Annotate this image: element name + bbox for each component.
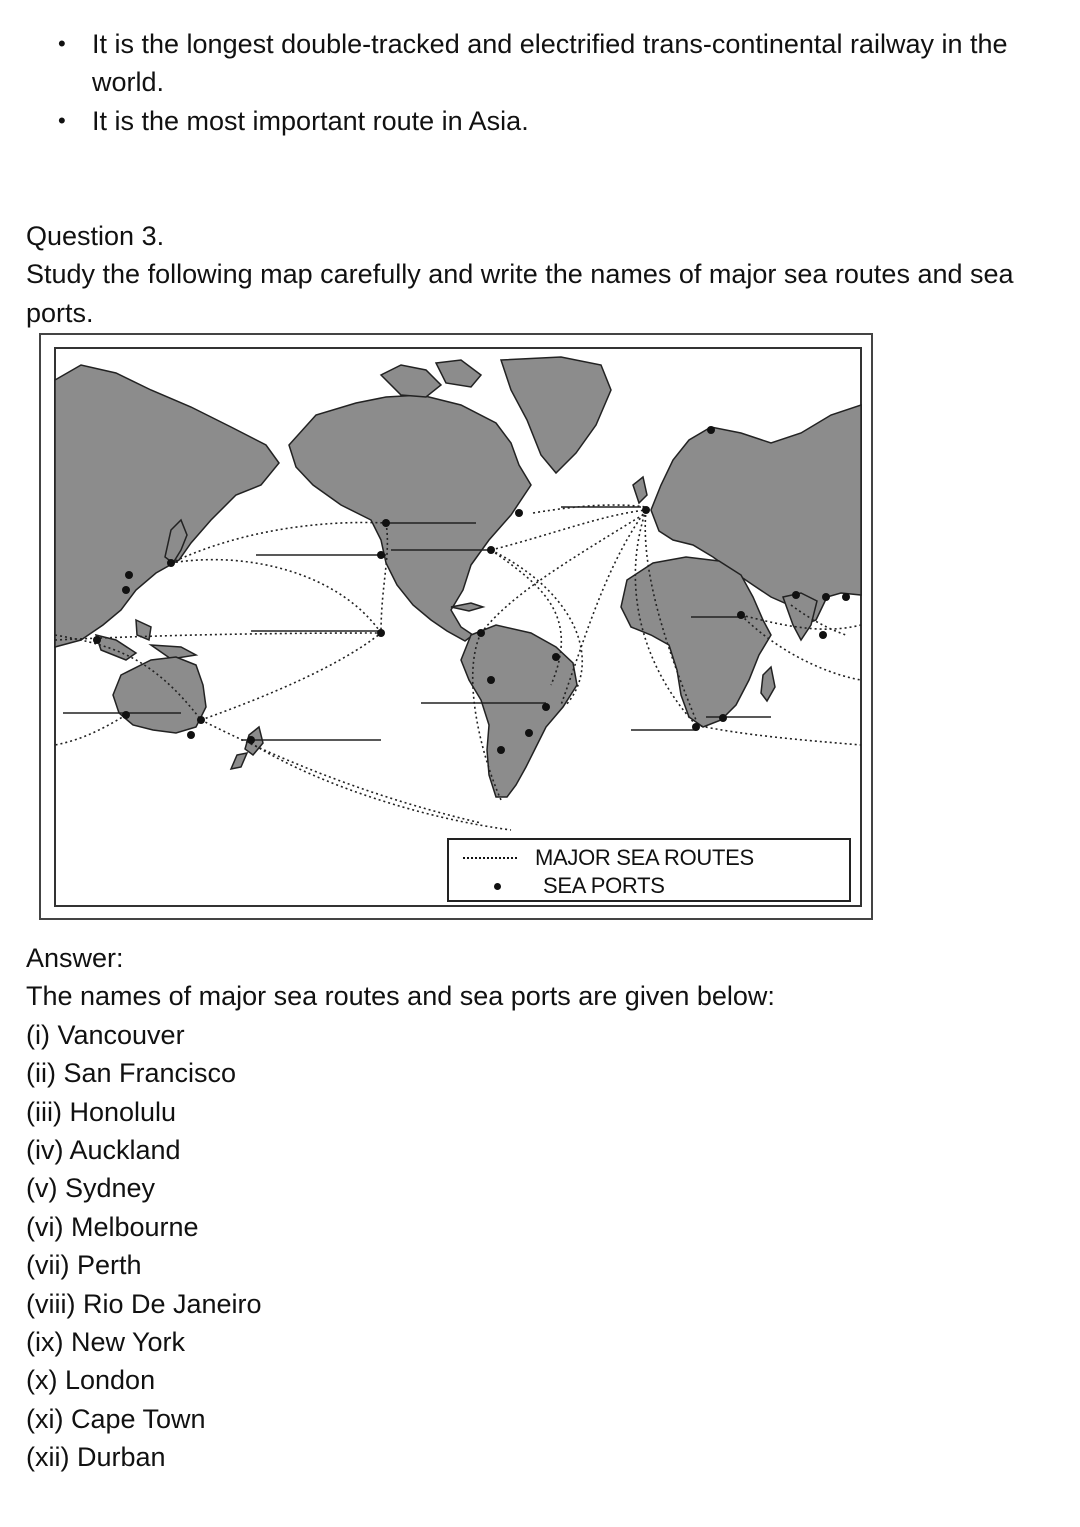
port-vancouver bbox=[382, 519, 390, 527]
port-melbourne bbox=[187, 731, 195, 739]
list-item: (iii) Honolulu bbox=[26, 1096, 177, 1127]
answer-heading: Answer: bbox=[26, 943, 124, 973]
landmass-se-asia bbox=[94, 633, 138, 661]
landmass-australia bbox=[112, 656, 207, 734]
landmass-uk bbox=[632, 475, 648, 505]
bullet-list: It is the longest double-tracked and ele… bbox=[58, 25, 1048, 141]
route-pacific-south bbox=[200, 632, 382, 721]
landmass-india bbox=[782, 592, 818, 642]
legend-ports-label: SEA PORTS bbox=[543, 873, 665, 898]
list-item: (xi) Cape Town bbox=[26, 1403, 206, 1434]
list-item: (x) London bbox=[26, 1365, 156, 1396]
route-indian-ocean bbox=[695, 724, 862, 746]
port-rio-de-janeiro bbox=[542, 703, 550, 711]
port-list: (i) Vancouver (ii) San Francisco (iii) H… bbox=[26, 1016, 1056, 1477]
bullet-item: It is the longest double-tracked and ele… bbox=[58, 25, 1048, 102]
list-item: (ix) New York bbox=[26, 1327, 186, 1358]
port-auckland bbox=[247, 736, 255, 744]
landmass-east-asia bbox=[54, 364, 280, 648]
port-perth bbox=[122, 711, 130, 719]
legend-routes: MAJOR SEA ROUTES bbox=[463, 844, 754, 872]
list-item: (viii) Rio De Janeiro bbox=[26, 1288, 262, 1319]
map-illustration bbox=[54, 347, 862, 907]
route-pacific-mid bbox=[170, 558, 382, 634]
list-item: (vii) Perth bbox=[26, 1250, 142, 1281]
port-cape-town bbox=[692, 723, 700, 731]
answer-block: Answer: The names of major sea routes an… bbox=[26, 939, 1056, 1477]
question-prompt: Study the following map carefully and wr… bbox=[26, 259, 1014, 328]
port-new-york bbox=[487, 546, 495, 554]
question-heading: Question 3. bbox=[26, 221, 165, 251]
port-san-francisco bbox=[377, 551, 385, 559]
landmass-greenland bbox=[499, 356, 612, 475]
landmass-south-america bbox=[460, 624, 578, 798]
list-item: (ii) San Francisco bbox=[26, 1058, 237, 1089]
list-item: (v) Sydney bbox=[26, 1173, 156, 1204]
port-durban bbox=[719, 714, 727, 722]
answer-intro: The names of major sea routes and sea po… bbox=[26, 981, 775, 1012]
list-item: (vi) Melbourne bbox=[26, 1211, 199, 1242]
list-item: (xii) Durban bbox=[26, 1442, 166, 1473]
route-atlantic-north bbox=[490, 509, 647, 551]
list-item: (i) Vancouver bbox=[26, 1019, 185, 1050]
bullet-item: It is the most important route in Asia. bbox=[58, 102, 1048, 141]
question-block: Question 3. Study the following map care… bbox=[26, 217, 1056, 332]
port-sydney bbox=[197, 716, 205, 724]
legend-ports: SEA PORTS bbox=[449, 872, 665, 900]
landmass-japan bbox=[164, 518, 188, 565]
legend-routes-label: MAJOR SEA ROUTES bbox=[535, 845, 754, 870]
world-sea-routes-map: MAJOR SEA ROUTES SEA PORTS bbox=[39, 333, 873, 920]
port-london bbox=[642, 506, 650, 514]
map-legend: MAJOR SEA ROUTES SEA PORTS bbox=[447, 838, 851, 902]
list-item: (iv) Auckland bbox=[26, 1135, 181, 1166]
dot-symbol bbox=[494, 882, 501, 890]
landmass-africa bbox=[620, 556, 772, 728]
landmass-north-america bbox=[288, 394, 532, 642]
port-honolulu bbox=[377, 629, 385, 637]
dotted-line-symbol bbox=[463, 857, 517, 859]
route-pacific-north bbox=[170, 521, 387, 564]
